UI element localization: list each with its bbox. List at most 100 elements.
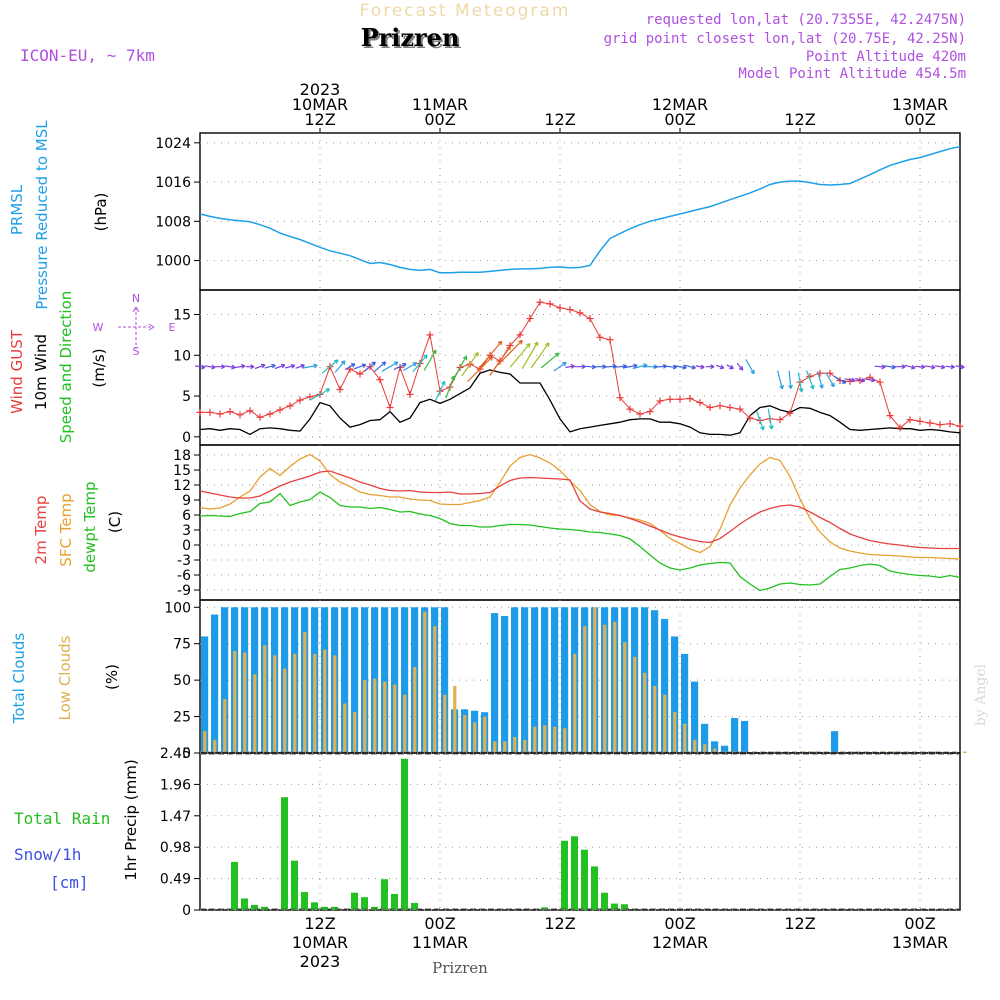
- total-cloud-bar: [391, 607, 399, 753]
- low-cloud-bar: [373, 678, 377, 753]
- low-cloud-bar: [933, 751, 937, 753]
- gust-marker: [576, 309, 584, 317]
- wind-direction-arrow: [521, 341, 539, 370]
- wind-direction-arrow: [204, 364, 216, 370]
- total-cloud-bar: [711, 741, 719, 753]
- rain-bar: [231, 861, 238, 910]
- rain-bar: [351, 892, 358, 910]
- wind-unit: (m/s): [90, 348, 108, 387]
- total-cloud-bar: [701, 723, 709, 753]
- gust-marker: [636, 410, 644, 418]
- location-title-shadow: Prizren: [363, 25, 462, 54]
- y-tick-label: 100: [164, 600, 191, 616]
- wind-direction-arrow: [806, 370, 815, 390]
- low-cloud-bar: [433, 626, 437, 753]
- compass-s: S: [133, 345, 140, 358]
- gust-marker: [676, 395, 684, 403]
- y-tick-label: -9: [177, 583, 191, 599]
- wind-direction-arrow: [477, 340, 503, 370]
- low-cloud-bar: [313, 653, 317, 753]
- gust-marker: [876, 378, 884, 386]
- header: Forecast Meteogram Prizren Prizren ICON-…: [20, 1, 989, 977]
- wind-direction-arrow: [489, 345, 511, 376]
- y-tick-label: 15: [173, 463, 191, 479]
- bottom-time-label: 12MAR: [652, 933, 708, 952]
- y-tick-label: 9: [182, 493, 191, 509]
- y-tick-label: 1.47: [160, 809, 191, 825]
- y-tick-label: 50: [173, 673, 191, 689]
- low-cloud-bar: [203, 731, 207, 753]
- total-cloud-bar: [201, 636, 209, 753]
- wind-direction-arrow: [310, 388, 331, 401]
- compass-arrowheads: [132, 306, 155, 331]
- wind-direction-arrow: [381, 361, 399, 372]
- low-cloud-bar: [643, 672, 647, 753]
- gust-marker: [686, 395, 694, 402]
- total-cloud-bar: [651, 610, 659, 753]
- wind-direction-arrow: [777, 370, 784, 390]
- low-cloud-bar: [353, 712, 357, 753]
- top-time-label: 00Z: [904, 110, 935, 129]
- bottom-time-label: 13MAR: [892, 933, 948, 952]
- rain-bar: [611, 903, 618, 910]
- rain-bar: [251, 904, 258, 910]
- gust-marker: [556, 304, 564, 312]
- top-time-label: 12Z: [304, 110, 335, 129]
- low-cloud-bar: [343, 703, 347, 753]
- wind-direction-arrow: [393, 363, 407, 371]
- gust-marker: [896, 424, 904, 432]
- rain-bar: [371, 906, 378, 910]
- total-cloud-bar: [551, 607, 559, 753]
- y-tick-label: 25: [173, 710, 191, 726]
- y-tick-label: 0: [182, 746, 191, 762]
- low-cloud-bar: [603, 624, 607, 753]
- gust-marker: [526, 315, 534, 323]
- wind-direction-arrow: [234, 363, 246, 369]
- gust-label: Wind GUST: [8, 329, 26, 414]
- gust-marker: [666, 395, 674, 403]
- bottom-time-label: 11MAR: [412, 933, 468, 952]
- wind-direction-arrow: [945, 364, 955, 370]
- precip-unit: 1hr Precip (mm): [122, 759, 140, 880]
- wind-direction-arrow: [622, 363, 638, 369]
- low-cloud-bar: [253, 674, 257, 753]
- low-cloud-bar: [393, 684, 397, 753]
- y-tick-label: 10: [173, 348, 191, 364]
- gust-marker: [376, 376, 384, 384]
- bottom-time-label: 12Z: [304, 914, 335, 933]
- panel-frame: [199, 132, 961, 291]
- low-cloud-bar: [383, 681, 387, 753]
- gust-marker: [286, 402, 294, 410]
- wind-direction-arrow: [224, 364, 236, 370]
- rain-bar: [311, 902, 318, 910]
- gust-marker: [406, 390, 414, 398]
- wind-direction-arrow: [246, 364, 255, 370]
- rain-bar: [241, 898, 248, 910]
- rain-bar: [261, 906, 268, 910]
- low-cloud-bar: [683, 723, 687, 753]
- low-cloud-bar: [693, 739, 697, 753]
- low-cloud-bar: [533, 726, 537, 753]
- rain-bar: [281, 797, 288, 910]
- wind-direction-arrow: [736, 362, 744, 371]
- rain-bar: [561, 840, 568, 910]
- point-altitude: Point Altitude 420m: [806, 49, 966, 65]
- clouds-unit: (%): [103, 664, 121, 690]
- gust-marker: [606, 336, 614, 344]
- gust-marker: [426, 331, 434, 339]
- wind-direction-arrow: [285, 363, 296, 369]
- pressure-label-msl: Pressure Reduced to MSL: [33, 120, 51, 310]
- side-labels: PRMSL Pressure Reduced to MSL (hPa) Wind…: [8, 120, 176, 892]
- model-point-altitude: Model Point Altitude 454.5m: [738, 66, 966, 82]
- rain-bar: [401, 758, 408, 910]
- rain-bar: [601, 892, 608, 910]
- dewpt-line: [199, 491, 961, 592]
- wind-direction-arrow: [797, 372, 804, 393]
- gust-marker: [246, 407, 254, 415]
- gust-marker: [946, 420, 954, 428]
- gust-marker: [386, 403, 394, 411]
- total-clouds-label: Total Clouds: [10, 633, 28, 725]
- wind-direction-arrow: [215, 364, 226, 370]
